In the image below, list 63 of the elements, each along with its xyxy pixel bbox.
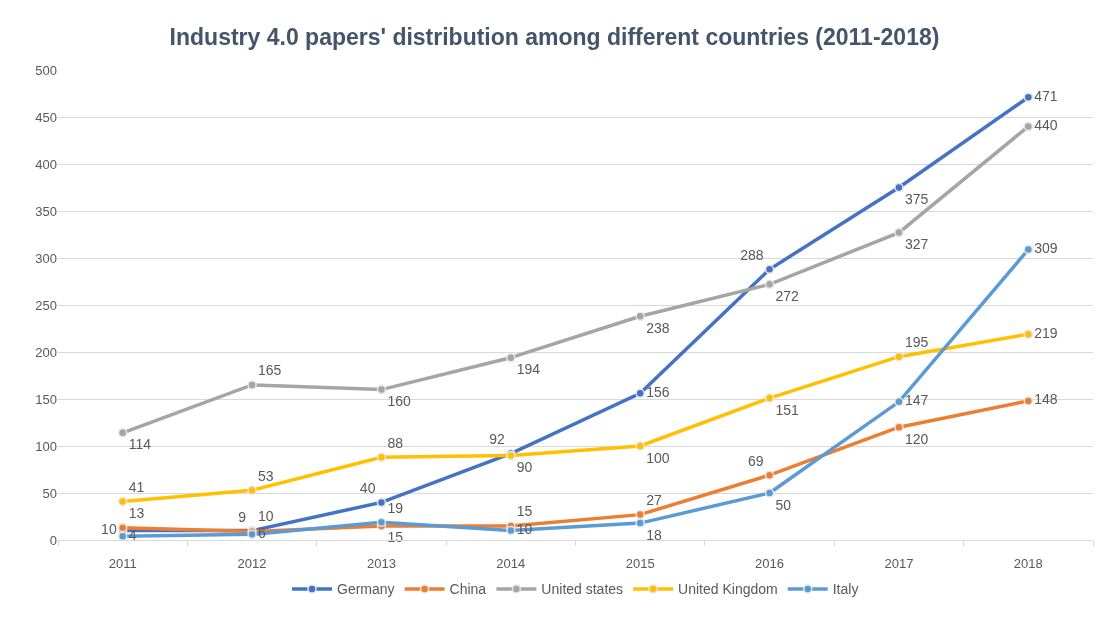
x-tick-label: 2016 <box>755 555 785 571</box>
data-label: 148 <box>1034 391 1058 408</box>
y-tick-label: 50 <box>42 485 57 501</box>
data-label: 114 <box>128 436 152 453</box>
data-label: 90 <box>516 458 533 475</box>
data-label: 6 <box>258 524 267 541</box>
data-label: 288 <box>740 246 764 263</box>
data-label: 18 <box>646 526 662 543</box>
data-label: 156 <box>646 383 670 400</box>
data-label: 272 <box>775 287 800 304</box>
y-tick-label: 100 <box>35 438 57 454</box>
x-tick-label: 2017 <box>884 555 914 571</box>
x-tick-label: 2014 <box>496 555 526 571</box>
x-tick-label: 2018 <box>1013 555 1043 571</box>
data-label: 471 <box>1034 87 1058 104</box>
data-label: 88 <box>387 434 404 451</box>
data-label: 165 <box>258 362 282 379</box>
data-label: 327 <box>904 236 929 253</box>
legend-label: China <box>449 581 487 598</box>
data-label: 69 <box>747 452 764 469</box>
data-label: 27 <box>646 492 662 509</box>
data-label: 309 <box>1034 240 1058 257</box>
y-tick-label: 150 <box>35 391 57 407</box>
data-label: 10 <box>101 521 117 538</box>
y-tick-label: 300 <box>35 250 57 266</box>
x-tick-label: 2012 <box>237 555 267 571</box>
x-tick-label: 2013 <box>366 555 396 571</box>
y-tick-label: 500 <box>35 62 57 78</box>
data-label: 53 <box>258 467 274 484</box>
data-label: 147 <box>904 392 929 409</box>
y-tick-label: 350 <box>35 203 57 219</box>
data-label: 19 <box>387 499 404 516</box>
y-tick-label: 450 <box>35 109 57 125</box>
y-tick-label: 0 <box>49 532 57 548</box>
data-label: 238 <box>646 319 670 336</box>
data-label: 120 <box>904 430 929 447</box>
data-label: 92 <box>489 431 506 448</box>
data-label: 440 <box>1034 116 1058 133</box>
legend-label: United Kingdom <box>678 581 778 598</box>
data-label: 194 <box>516 361 541 378</box>
data-label: 50 <box>775 496 792 513</box>
y-tick-label: 400 <box>35 156 57 172</box>
x-tick-label: 2015 <box>625 555 655 571</box>
data-label: 195 <box>904 334 929 351</box>
data-label: 41 <box>128 478 145 495</box>
data-label: 160 <box>387 393 412 410</box>
y-tick-label: 200 <box>35 344 57 360</box>
x-tick-label: 2011 <box>108 555 137 571</box>
chart-title: Industry 4.0 papers' distribution among different countries (2011-2018) <box>169 24 940 51</box>
legend-label: Germany <box>337 581 395 598</box>
data-label: 13 <box>128 505 145 522</box>
data-label: 9 <box>238 509 247 526</box>
data-label: 375 <box>904 191 929 207</box>
legend-label: Italy <box>832 581 859 598</box>
data-label: 15 <box>516 503 533 520</box>
data-label: 151 <box>775 401 800 418</box>
data-label: 10 <box>258 508 274 525</box>
legend-label: United states <box>541 581 624 598</box>
data-label: 10 <box>516 521 533 538</box>
data-label: 40 <box>359 479 376 496</box>
y-tick-label: 250 <box>35 297 57 313</box>
data-label: 100 <box>646 449 670 466</box>
data-label: 219 <box>1034 324 1058 341</box>
